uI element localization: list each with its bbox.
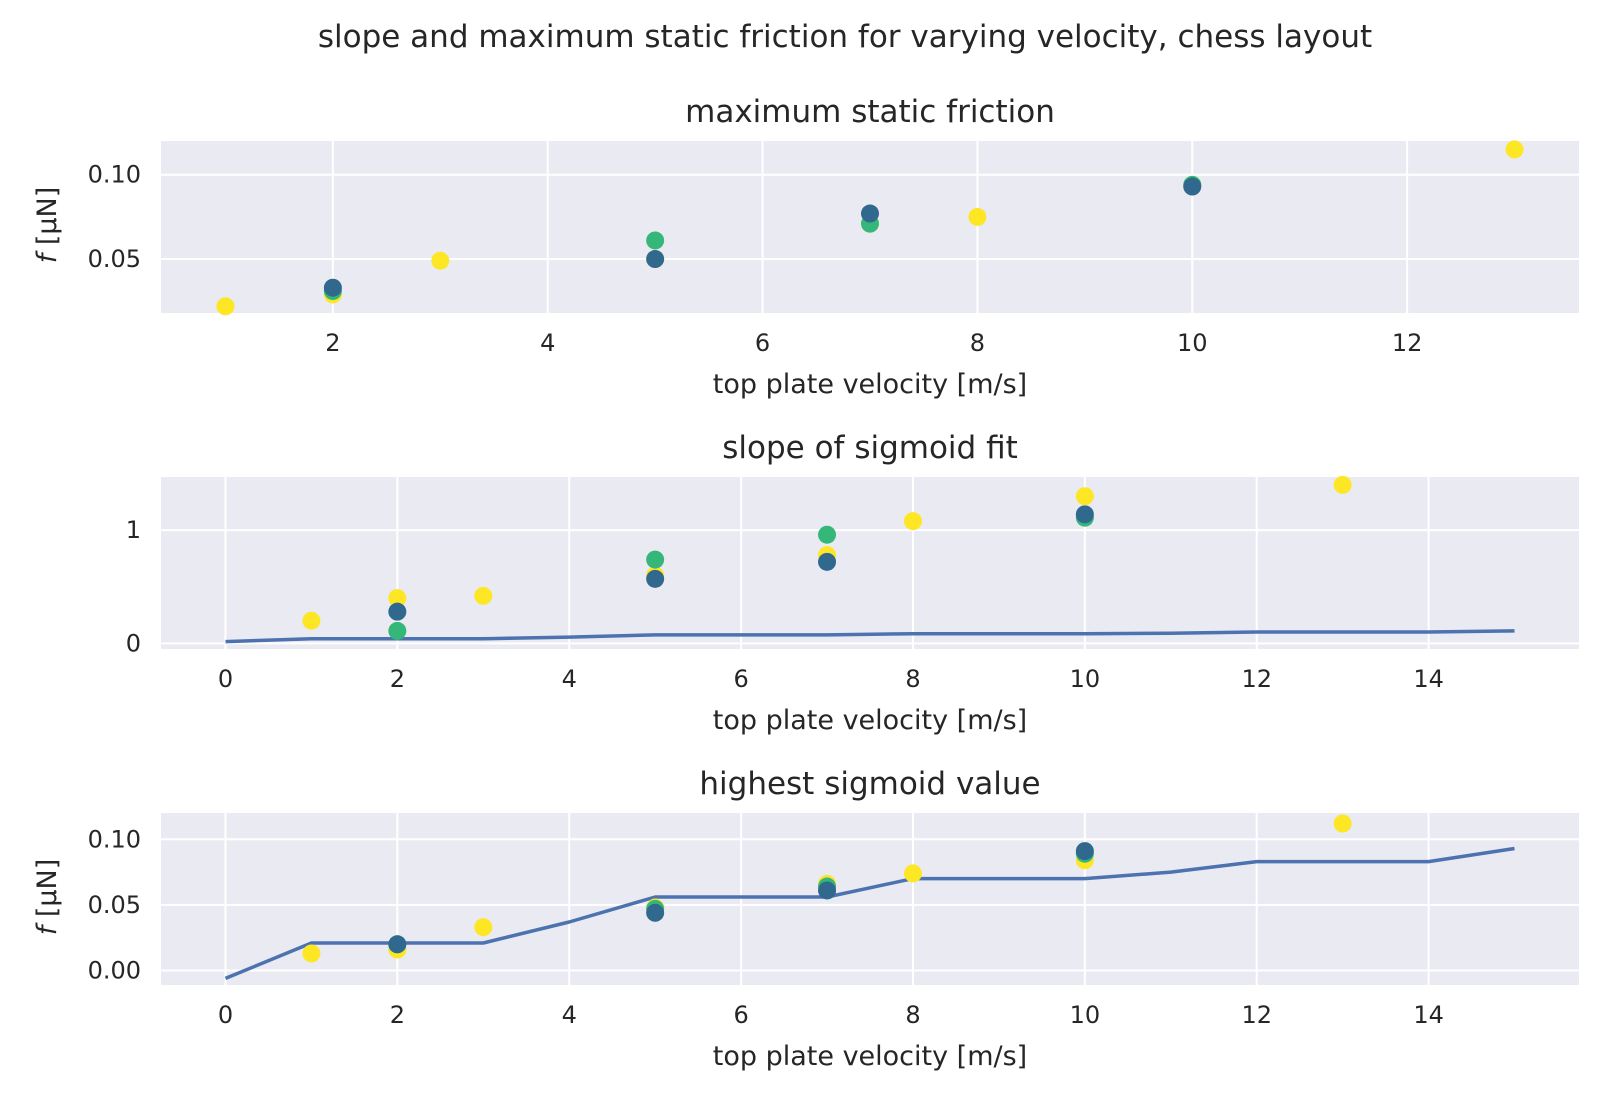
x-tick-label: 4 (540, 329, 555, 357)
blue-data-point (1183, 177, 1202, 196)
x-tick-label: 6 (733, 1001, 748, 1029)
yellow-data-point (474, 918, 493, 937)
y-tick-label: 0 (126, 629, 141, 657)
x-tick-label: 6 (733, 665, 748, 693)
yellow-data-point (1333, 475, 1352, 494)
axes-title: slope of sigmoid fit (722, 430, 1018, 466)
yellow-data-point (302, 611, 321, 630)
x-tick-label: 2 (325, 329, 340, 357)
axes-title: highest sigmoid value (699, 766, 1040, 802)
axes-slope-of-sigmoid-fit: 0 2 4 6 8 10 12 14 0 1 slope of sigmoid fit top pla… (126, 430, 1579, 736)
x-tick-label: 10 (1177, 329, 1208, 357)
green-data-point (646, 550, 665, 569)
x-tick-label: 8 (905, 1001, 920, 1029)
yellow-data-point (903, 864, 922, 883)
x-tick-label: 4 (562, 1001, 577, 1029)
blue-data-point (388, 602, 407, 621)
x-tick-label: 2 (390, 665, 405, 693)
x-tick-label: 12 (1392, 329, 1423, 357)
green-data-point (818, 525, 837, 544)
x-tick-label: 4 (562, 665, 577, 693)
blue-data-point (861, 204, 879, 223)
x-tick-label: 6 (755, 329, 770, 357)
y-tick-label: 0.05 (88, 891, 141, 919)
blue-data-point (646, 903, 665, 922)
x-tick-label: 2 (390, 1001, 405, 1029)
x-tick-label: 14 (1413, 1001, 1444, 1029)
yellow-data-point (1505, 140, 1524, 159)
yellow-data-point (474, 586, 493, 605)
y-tick-label: 1 (126, 516, 141, 544)
figure-title: slope and maximum static friction for va… (318, 19, 1372, 55)
sigmoid-fit-line (225, 629, 1515, 644)
green-data-point (388, 621, 407, 640)
yellow-data-point (1075, 487, 1094, 506)
yellow-data-point (431, 251, 450, 270)
x-axis-label: top plate velocity [m/s] (713, 369, 1027, 400)
sigmoid-fit-line (224, 846, 1515, 981)
x-tick-label: 0 (218, 1001, 233, 1029)
y-tick-label: 0.00 (88, 957, 141, 985)
blue-data-point (1075, 505, 1094, 524)
yellow-data-point (903, 512, 922, 531)
x-axis-label: top plate velocity [m/s] (713, 1041, 1027, 1072)
yellow-data-point (1333, 814, 1352, 833)
blue-data-point (818, 552, 837, 571)
y-axis-label-unit: [μN] (32, 859, 63, 926)
y-tick-label: 0.05 (88, 245, 141, 273)
blue-data-point (388, 935, 407, 954)
y-axis-label-unit: [μN] (32, 187, 63, 254)
yellow-data-point (302, 944, 321, 963)
x-tick-label: 12 (1241, 665, 1272, 693)
blue-data-point (646, 250, 665, 269)
axes-title: maximum static friction (685, 94, 1055, 130)
green-data-point (646, 231, 665, 250)
yellow-data-point (388, 589, 407, 608)
yellow-data-point (968, 207, 987, 226)
y-tick-label: 0.10 (88, 825, 141, 853)
x-tick-label: 8 (970, 329, 985, 357)
y-axis-label: f [μN] (32, 187, 63, 264)
x-tick-label: 8 (905, 665, 920, 693)
x-tick-label: 10 (1070, 665, 1101, 693)
x-tick-label: 10 (1070, 1001, 1101, 1029)
blue-data-point (646, 569, 665, 588)
axes-background (161, 477, 1579, 649)
x-tick-label: 12 (1241, 1001, 1272, 1029)
y-axis-label: f [μN] (32, 859, 63, 936)
axes-maximum-static-friction: 2 4 6 8 10 12 0.05 0.10 maximum static friction t… (32, 94, 1579, 400)
yellow-data-point (216, 297, 235, 316)
blue-data-point (1075, 842, 1094, 861)
blue-data-point (323, 278, 342, 297)
x-tick-label: 14 (1413, 665, 1444, 693)
y-tick-label: 0.10 (88, 161, 141, 189)
x-axis-label: top plate velocity [m/s] (713, 705, 1027, 736)
axes-highest-sigmoid-value: 0 2 4 6 8 10 12 14 0.00 0.05 0.10 highest sigmoid v… (32, 766, 1579, 1072)
blue-data-point (818, 881, 837, 900)
x-tick-label: 0 (218, 665, 233, 693)
